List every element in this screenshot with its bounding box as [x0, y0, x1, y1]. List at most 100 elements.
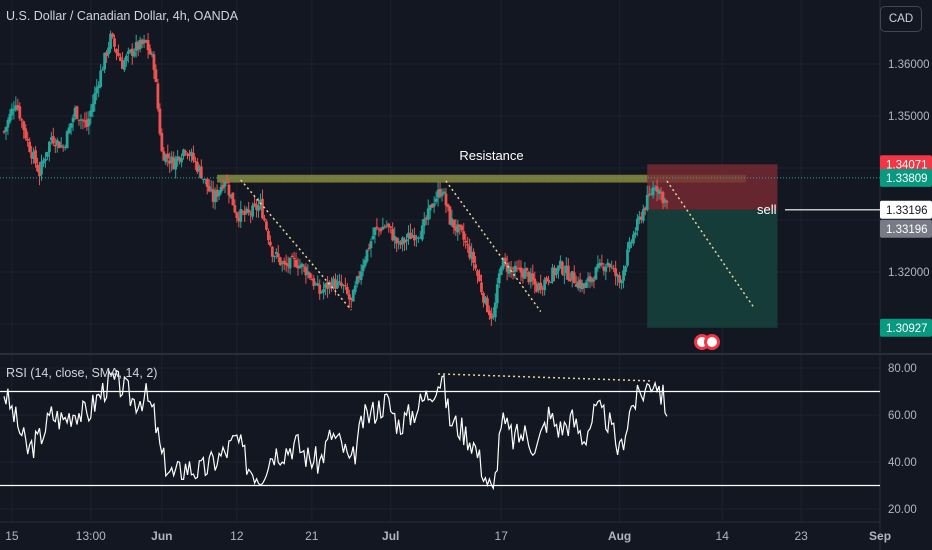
candle-body: [442, 191, 446, 194]
candle-body: [564, 265, 568, 274]
candle-body: [26, 138, 30, 141]
candle-body: [367, 247, 371, 249]
time-tick-label: 23: [794, 529, 808, 543]
candle-body: [95, 87, 99, 94]
candle-body: [600, 262, 604, 265]
candle-body: [178, 157, 181, 162]
candle-body: [395, 237, 399, 244]
candle-body: [493, 302, 497, 318]
trendline-dotted[interactable]: [445, 180, 542, 312]
candle-body: [582, 283, 586, 288]
candle-body: [274, 251, 278, 255]
candle-body: [20, 119, 24, 121]
candle-body: [663, 199, 667, 202]
candle-body: [555, 268, 558, 275]
candle-body: [639, 216, 643, 220]
candle-body: [93, 93, 97, 105]
candle-body: [464, 240, 468, 243]
candle-body: [645, 194, 649, 211]
price-axis-label-entry[interactable]: [880, 200, 932, 219]
candle-body: [267, 230, 270, 241]
candle-body: [148, 48, 152, 55]
candle-body: [349, 297, 353, 301]
resistance-zone[interactable]: [217, 174, 746, 183]
candle-body: [551, 267, 554, 282]
candle-body: [361, 264, 365, 272]
candle-body: [501, 258, 505, 269]
price-axis-label-target[interactable]: [880, 318, 932, 337]
trendline-dotted[interactable]: [240, 179, 352, 311]
price-axis-label-last[interactable]: [880, 168, 932, 187]
candle-body: [474, 264, 477, 269]
candle-body: [622, 270, 625, 281]
candle-body: [326, 281, 329, 289]
candle-body: [626, 249, 629, 266]
candle-body: [251, 205, 254, 217]
candle-body: [547, 279, 550, 282]
candle-body: [109, 33, 112, 49]
candle-body: [304, 267, 308, 276]
candle-body: [503, 257, 507, 262]
candle-body: [8, 113, 12, 122]
candle-body: [553, 267, 556, 276]
candle-body: [476, 270, 479, 276]
rsi-line[interactable]: [3, 369, 668, 491]
candle-body: [18, 106, 22, 119]
candle-body: [306, 271, 310, 276]
candle-body: [117, 52, 120, 56]
candle-body: [334, 279, 337, 289]
projection-line[interactable]: [666, 180, 755, 308]
candle-body: [81, 119, 85, 121]
price-axis-label-entry-shadow[interactable]: [880, 219, 932, 238]
candle-body: [49, 137, 53, 141]
candle-body: [418, 237, 422, 239]
rsi-indicator-label[interactable]: RSI (14, close, SMA, 14, 2): [6, 366, 158, 380]
candle-body: [316, 283, 320, 286]
candle-body: [247, 209, 251, 213]
candle-body: [343, 285, 347, 287]
candle-body: [381, 226, 385, 230]
candle-body: [152, 54, 156, 70]
candle-body: [243, 211, 247, 215]
candle-body: [385, 225, 389, 227]
candle-body: [107, 47, 110, 55]
stop-loss-zone[interactable]: [647, 164, 778, 210]
candle-body: [6, 120, 10, 128]
candle-body: [286, 263, 290, 267]
price-axis-label-stop[interactable]: [880, 155, 932, 174]
candle-body: [24, 128, 28, 139]
rsi-tick-label: 40.00: [888, 457, 917, 469]
candle-body: [265, 221, 268, 230]
currency-button[interactable]: CAD: [880, 6, 922, 32]
candle-body: [588, 276, 592, 282]
candle-body: [276, 253, 280, 258]
candle-body: [651, 187, 655, 196]
candle-body: [574, 284, 578, 287]
candle-body: [268, 241, 272, 246]
resistance-label: Resistance: [459, 148, 523, 163]
candle-body: [132, 51, 136, 57]
sell-label: sell: [757, 202, 777, 217]
candle-body: [136, 41, 140, 50]
candle-body: [657, 189, 661, 194]
price-axis-label-text: 1.33196: [886, 224, 928, 236]
candle-body: [572, 272, 576, 284]
candle-body: [237, 217, 241, 221]
candle-body: [314, 283, 318, 285]
candle-body: [10, 108, 14, 116]
candle-body: [119, 57, 122, 61]
rsi-divergence-line[interactable]: [438, 373, 652, 382]
candle-body: [389, 226, 393, 228]
candle-body: [14, 105, 18, 111]
candle-body: [643, 207, 647, 210]
candle-body: [359, 271, 363, 281]
candle-body: [223, 181, 227, 187]
candle-body: [594, 267, 598, 280]
candle-body: [67, 127, 71, 134]
candle-body: [353, 285, 357, 293]
take-profit-zone[interactable]: [647, 209, 778, 328]
price-tick-label: 1.35000: [888, 111, 930, 123]
candle-body: [28, 141, 32, 152]
candle-body: [495, 284, 499, 304]
